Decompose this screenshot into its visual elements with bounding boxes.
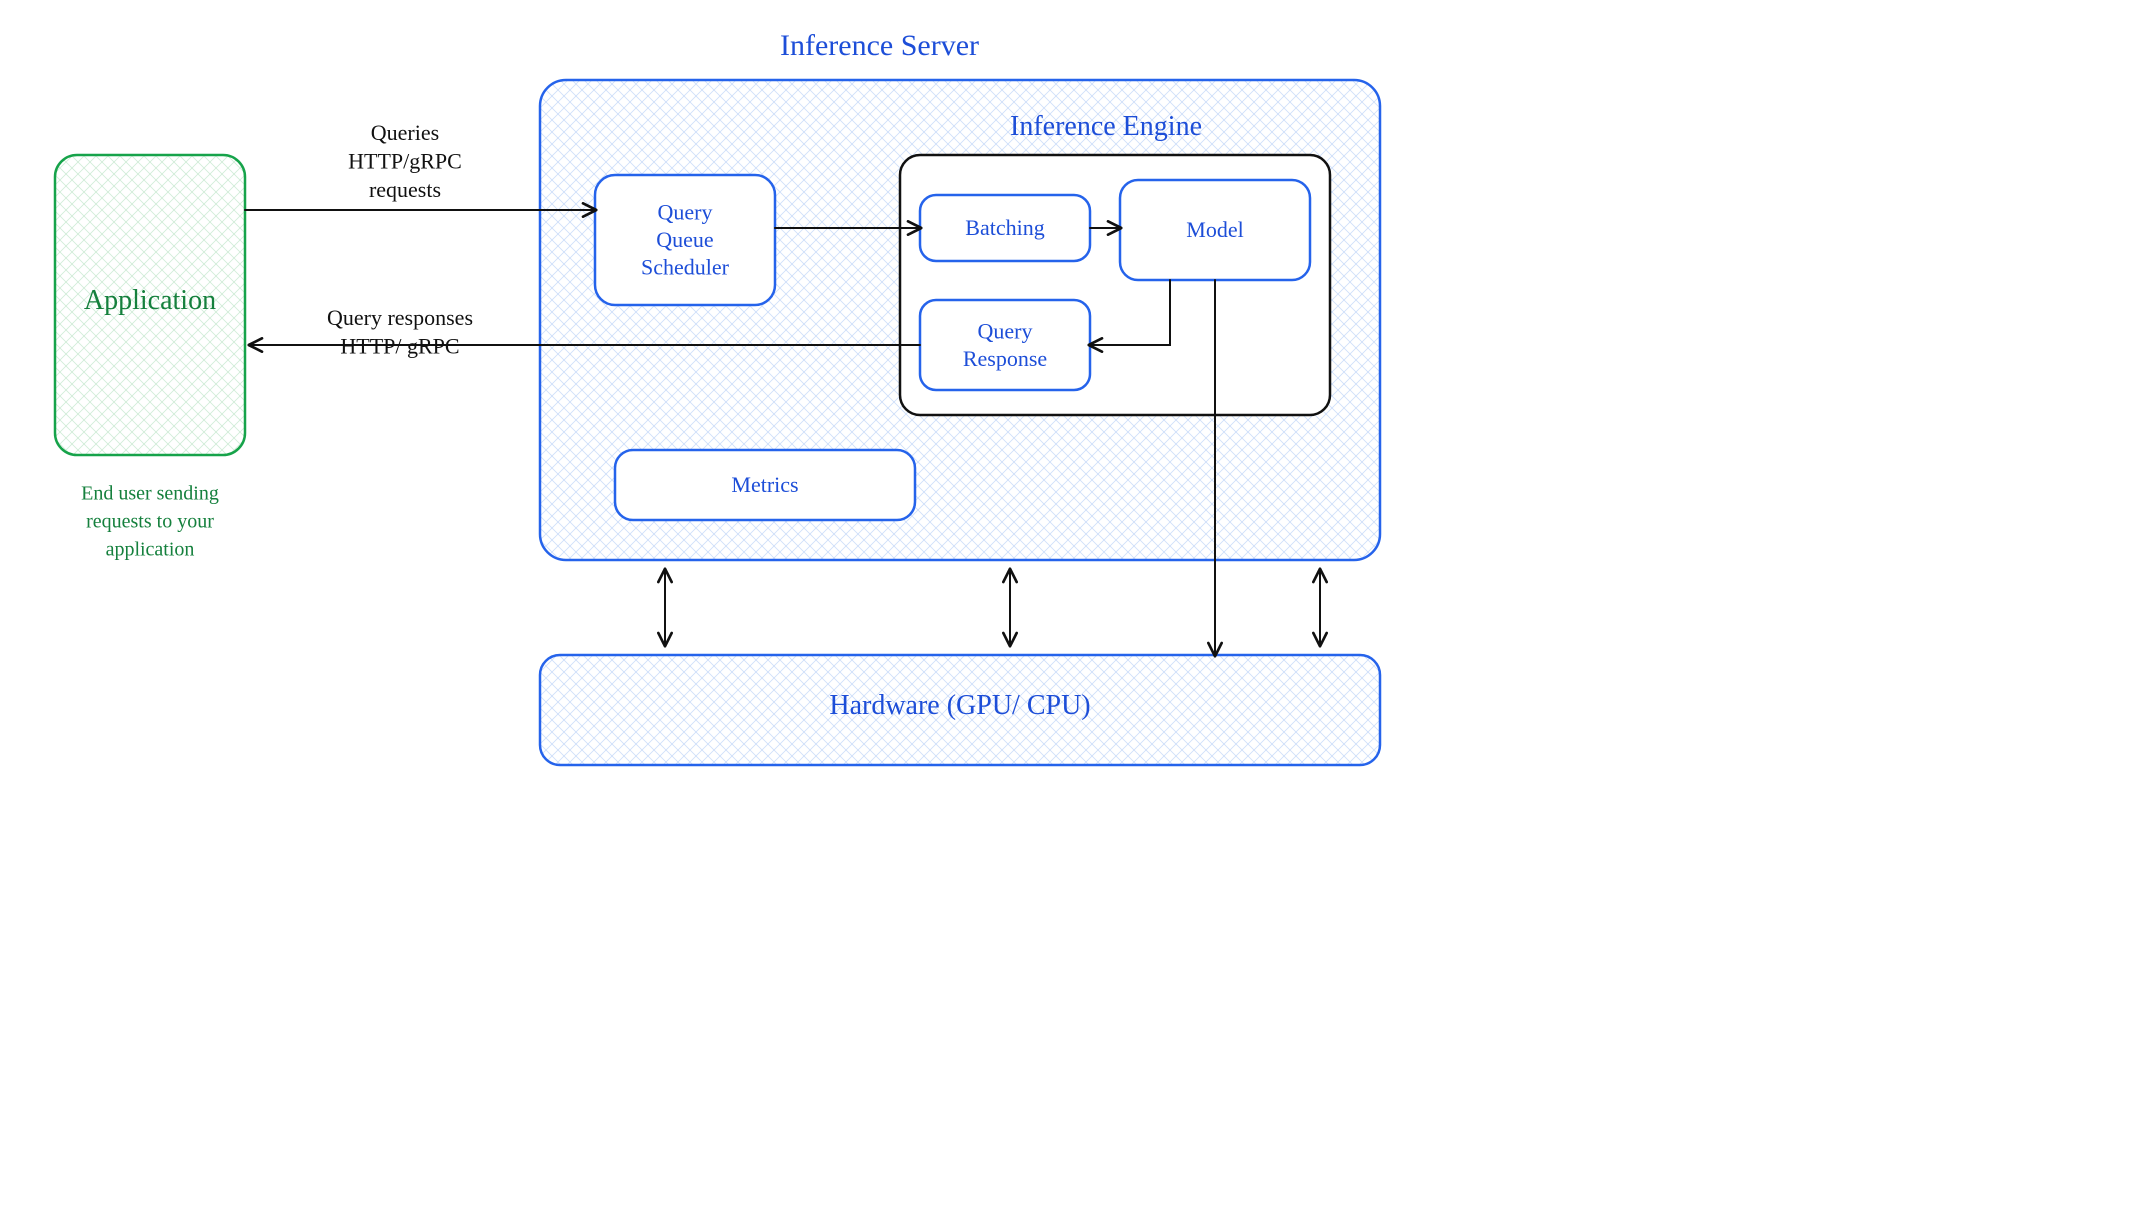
- svg-text:End user sending: End user sending: [81, 483, 219, 505]
- svg-text:Query responses: Query responses: [327, 305, 473, 330]
- svg-text:HTTP/gRPC: HTTP/gRPC: [348, 149, 462, 174]
- model-node-label: Model: [1186, 217, 1243, 242]
- svg-text:application: application: [106, 539, 195, 561]
- svg-text:HTTP/ gRPC: HTTP/ gRPC: [340, 334, 459, 359]
- application-caption: End user sending requests to your applicat…: [81, 483, 219, 561]
- svg-text:requests: requests: [369, 177, 441, 202]
- application-label: Application: [84, 285, 216, 316]
- svg-text:Queue: Queue: [656, 227, 713, 252]
- svg-text:Query: Query: [658, 200, 713, 225]
- svg-text:Response: Response: [963, 346, 1047, 371]
- inference-engine-title: Inference Engine: [1010, 111, 1202, 142]
- inference-server-title: Inference Server: [780, 29, 979, 62]
- edge-label-response_to_app: Query responses HTTP/ gRPC: [327, 305, 473, 359]
- batching-node-label: Batching: [965, 215, 1044, 240]
- metrics-node-label: Metrics: [731, 472, 798, 497]
- edge-label-app_to_server: Queries HTTP/gRPC requests: [348, 120, 462, 202]
- svg-text:Queries: Queries: [371, 120, 439, 145]
- hardware-label: Hardware (GPU/ CPU): [829, 690, 1090, 721]
- svg-text:Query: Query: [978, 318, 1033, 343]
- svg-text:Scheduler: Scheduler: [641, 255, 730, 280]
- svg-text:requests to your: requests to your: [86, 511, 214, 533]
